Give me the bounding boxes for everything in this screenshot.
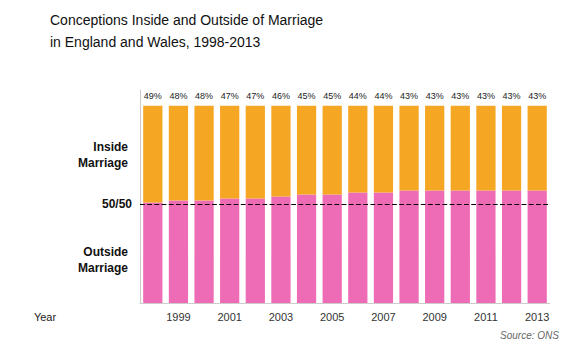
svg-text:2013: 2013	[525, 311, 549, 323]
svg-text:47%: 47%	[221, 91, 239, 101]
svg-text:45%: 45%	[323, 91, 341, 101]
svg-text:44%: 44%	[349, 91, 367, 101]
svg-text:2007: 2007	[371, 311, 395, 323]
svg-text:1999: 1999	[166, 311, 190, 323]
svg-text:Inside: Inside	[93, 140, 128, 154]
svg-text:Conceptions Inside and Outside: Conceptions Inside and Outside of Marria…	[50, 12, 323, 28]
svg-text:Year: Year	[34, 311, 57, 323]
svg-text:44%: 44%	[374, 91, 392, 101]
svg-text:2003: 2003	[269, 311, 293, 323]
svg-text:43%: 43%	[400, 91, 418, 101]
svg-text:Outside: Outside	[83, 245, 128, 259]
svg-text:43%: 43%	[503, 91, 521, 101]
svg-text:43%: 43%	[477, 91, 495, 101]
svg-text:47%: 47%	[246, 91, 264, 101]
svg-text:48%: 48%	[169, 91, 187, 101]
svg-text:48%: 48%	[195, 91, 213, 101]
svg-text:2009: 2009	[422, 311, 446, 323]
svg-text:Marriage: Marriage	[78, 261, 128, 275]
svg-text:2001: 2001	[217, 311, 241, 323]
svg-text:in England and Wales, 1998-201: in England and Wales, 1998-2013	[50, 34, 261, 50]
svg-text:46%: 46%	[272, 91, 290, 101]
svg-text:43%: 43%	[528, 91, 546, 101]
svg-text:Marriage: Marriage	[78, 156, 128, 170]
svg-text:50/50: 50/50	[102, 197, 132, 211]
svg-text:45%: 45%	[298, 91, 316, 101]
svg-text:43%: 43%	[426, 91, 444, 101]
svg-text:49%: 49%	[144, 91, 162, 101]
svg-text:43%: 43%	[451, 91, 469, 101]
svg-text:2011: 2011	[474, 311, 498, 323]
svg-text:Source: ONS: Source: ONS	[500, 330, 559, 341]
svg-text:2005: 2005	[320, 311, 344, 323]
